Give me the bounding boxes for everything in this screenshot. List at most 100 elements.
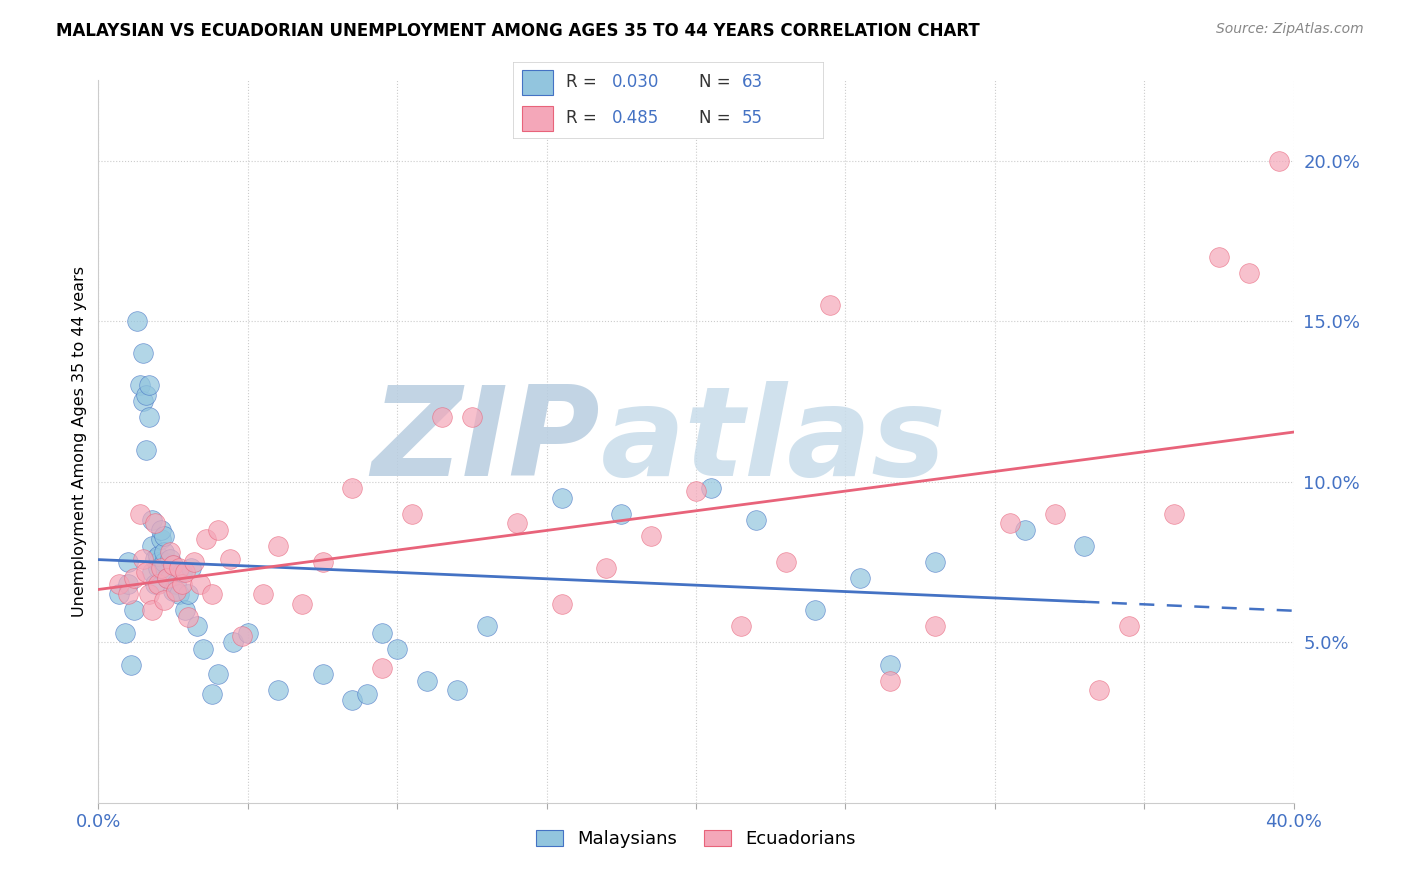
Point [143,516,166,531]
Point [550,491,572,505]
Point [430,410,453,425]
Point [222,635,245,649]
Point [685,484,707,499]
Point [135,565,157,579]
Point [108,587,131,601]
Y-axis label: Unemployment Among Ages 35 to 44 years: Unemployment Among Ages 35 to 44 years [72,266,87,617]
Point [371,625,394,640]
Text: 0.030: 0.030 [612,73,659,91]
Point [1267,153,1289,168]
Point [138,410,160,425]
Point [550,597,572,611]
Point [159,545,181,559]
Point [640,529,662,543]
Point [153,545,176,559]
Point [156,571,179,585]
Point [267,683,290,698]
Point [183,555,205,569]
Point [156,571,179,585]
Point [849,571,872,585]
Point [1118,619,1140,633]
Point [177,587,200,601]
Text: 0.485: 0.485 [612,109,659,127]
Point [148,561,170,575]
Point [148,555,170,569]
Point [236,625,259,640]
Point [356,687,378,701]
Text: Source: ZipAtlas.com: Source: ZipAtlas.com [1216,22,1364,37]
Point [117,577,139,591]
Point [924,619,946,633]
Point [162,583,184,598]
Point [219,551,242,566]
Point [167,587,190,601]
Point [138,378,160,392]
Point [117,587,139,601]
Point [1073,539,1095,553]
Text: N =: N = [699,109,735,127]
Point [700,481,723,495]
Point [267,539,290,553]
Point [311,555,333,569]
Point [165,577,187,591]
Point [120,657,142,672]
Point [150,523,173,537]
Point [924,555,946,569]
Text: atlas: atlas [600,381,946,502]
Point [127,314,149,328]
Text: MALAYSIAN VS ECUADORIAN UNEMPLOYMENT AMONG AGES 35 TO 44 YEARS CORRELATION CHART: MALAYSIAN VS ECUADORIAN UNEMPLOYMENT AMO… [56,22,980,40]
Point [385,641,409,656]
Point [231,629,253,643]
Point [180,561,202,575]
Point [1208,250,1230,264]
Point [207,523,229,537]
Point [879,657,901,672]
Point [401,507,423,521]
Point [879,673,901,688]
Point [610,507,633,521]
Text: 63: 63 [742,73,763,91]
Point [117,555,139,569]
Point [1088,683,1111,698]
Point [141,603,163,617]
Point [201,687,224,701]
Point [1043,507,1066,521]
Point [1237,266,1260,280]
Bar [523,105,554,130]
Point [162,558,184,573]
Point [150,533,173,547]
Point [159,571,181,585]
Text: R =: R = [565,109,602,127]
Point [446,683,468,698]
Point [172,577,194,591]
Point [998,516,1021,531]
Point [1014,523,1036,537]
Point [132,551,155,566]
Point [461,410,484,425]
Point [745,513,768,527]
Point [129,378,152,392]
Point [165,583,187,598]
Point [291,597,314,611]
Point [1298,346,1320,360]
Point [114,625,136,640]
Point [207,667,229,681]
Point [141,565,163,579]
Point [143,551,166,566]
Point [252,587,274,601]
Point [143,577,166,591]
Point [132,346,155,360]
Point [775,555,797,569]
Legend: Malaysians, Ecuadorians: Malaysians, Ecuadorians [529,822,863,855]
Point [506,516,529,531]
Point [150,561,173,575]
Point [188,577,211,591]
Point [311,667,333,681]
Point [174,565,197,579]
Point [475,619,498,633]
Point [138,587,160,601]
Point [132,394,155,409]
Point [153,555,176,569]
Point [820,298,842,312]
Point [124,603,146,617]
